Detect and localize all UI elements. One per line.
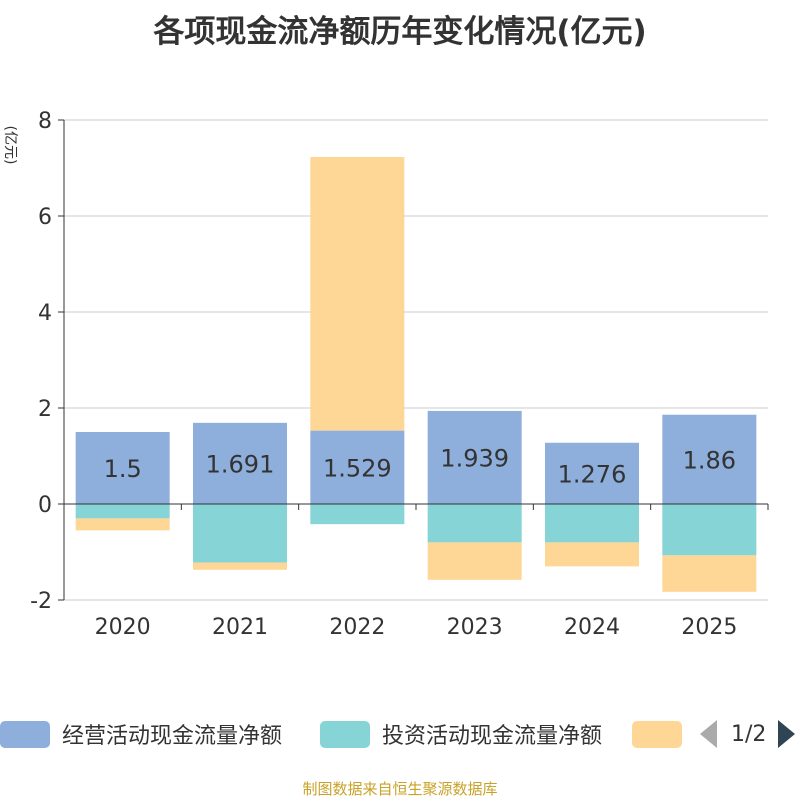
- bar-financing-2021: [193, 562, 287, 570]
- bar-value-label: 1.939: [440, 444, 509, 472]
- data-source-note: 制图数据来自恒生聚源数据库: [302, 780, 498, 798]
- bar-financing-2023: [427, 542, 522, 580]
- bar-chart: -2 0 2 4 6 8 (亿元) 1.5 2020 1.691 2021 1.529 2022 1.93…: [2, 109, 769, 640]
- legend-item-financing[interactable]: [632, 712, 694, 756]
- bar-value-label: 1.5: [104, 455, 142, 483]
- legend-label-operating: 经营活动现金流量净额: [62, 724, 283, 749]
- bar-investing-2024: [545, 504, 639, 543]
- y-tick-label: 6: [38, 205, 52, 230]
- x-tick-label: 2024: [564, 615, 620, 640]
- bar-operating-2025: [662, 414, 757, 504]
- legend-prev-page-icon[interactable]: [700, 720, 717, 748]
- y-tick-label: 0: [38, 493, 52, 518]
- legend-swatch-investing: [320, 720, 370, 748]
- legend-item-investing[interactable]: 投资活动现金流量净额: [320, 712, 602, 756]
- bar-investing-2025: [662, 504, 757, 556]
- x-tick-label: 2021: [212, 615, 268, 640]
- bar-value-label: 1.691: [206, 450, 275, 478]
- y-tick-label: 4: [38, 301, 52, 326]
- bar-investing-2022: [310, 504, 405, 525]
- bar-financing-2025: [662, 555, 757, 592]
- legend: 经营活动现金流量净额 投资活动现金流量净额 1/2: [0, 712, 800, 756]
- legend-item-operating[interactable]: 经营活动现金流量净额: [0, 712, 282, 756]
- bar-financing-2020: [75, 518, 170, 531]
- bar-value-label: 1.276: [558, 460, 627, 488]
- legend-pager: 1/2: [700, 712, 796, 756]
- bar-financing-2022: [310, 157, 405, 431]
- y-tick-label: -2: [30, 589, 52, 614]
- legend-swatch-financing: [632, 720, 682, 748]
- bar-financing-2024: [545, 542, 639, 567]
- legend-next-page-icon[interactable]: [778, 720, 796, 748]
- y-tick-label: 8: [38, 109, 52, 134]
- bar-operating-2023: [427, 410, 522, 504]
- bar-investing-2021: [193, 504, 287, 563]
- bar-value-label: 1.529: [323, 454, 392, 482]
- x-tick-label: 2023: [447, 615, 503, 640]
- bar-operating-2021: [193, 422, 287, 504]
- legend-swatch-operating: [0, 720, 50, 748]
- y-axis-unit-label: (亿元): [2, 126, 18, 165]
- bar-investing-2020: [75, 504, 170, 519]
- legend-page-indicator: 1/2: [731, 721, 767, 747]
- bar-operating-2020: [75, 432, 170, 504]
- x-tick-label: 2025: [681, 615, 737, 640]
- legend-label-investing: 投资活动现金流量净额: [382, 724, 603, 749]
- bar-operating-2024: [545, 442, 639, 504]
- bar-value-label: 1.86: [683, 446, 736, 474]
- bar-operating-2022: [310, 430, 405, 504]
- y-tick-label: 2: [38, 397, 52, 422]
- chart-title: 各项现金流净额历年变化情况(亿元): [153, 14, 647, 50]
- x-tick-label: 2022: [329, 615, 385, 640]
- bar-investing-2023: [427, 504, 522, 543]
- x-tick-label: 2020: [95, 615, 151, 640]
